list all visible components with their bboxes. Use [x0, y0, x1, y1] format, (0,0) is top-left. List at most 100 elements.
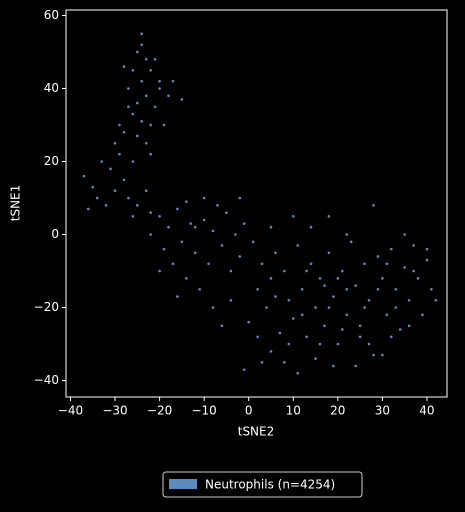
point — [336, 277, 340, 280]
legend-box — [162, 471, 363, 498]
point — [122, 65, 126, 68]
y-tick-label: −20 — [34, 300, 59, 314]
x-tick-label: 0 — [245, 404, 253, 418]
point — [153, 105, 157, 109]
point — [211, 306, 215, 309]
point — [305, 335, 308, 339]
point — [158, 79, 161, 83]
point — [127, 87, 130, 90]
point — [149, 68, 152, 72]
point — [300, 287, 304, 291]
point — [251, 240, 255, 244]
x-tick-label: 20 — [330, 404, 345, 418]
point — [403, 233, 406, 236]
point — [149, 152, 152, 156]
point — [158, 269, 161, 273]
point — [140, 32, 144, 36]
point — [376, 255, 380, 258]
point — [291, 317, 295, 320]
y-tick-label: −40 — [34, 373, 59, 387]
point — [283, 361, 286, 364]
point — [193, 225, 197, 229]
point — [345, 233, 349, 236]
point — [180, 240, 184, 244]
point — [242, 368, 246, 371]
y-tick-label: 20 — [44, 154, 59, 168]
point — [135, 204, 139, 207]
point — [109, 167, 112, 171]
point — [274, 295, 277, 298]
point — [305, 269, 308, 273]
point — [220, 244, 224, 247]
point — [430, 287, 433, 291]
point — [269, 225, 273, 229]
point — [354, 364, 357, 368]
point — [385, 262, 389, 266]
point — [140, 120, 144, 123]
point — [202, 218, 206, 222]
x-tick-label: −30 — [102, 404, 127, 418]
point — [425, 247, 429, 251]
point — [403, 266, 406, 269]
point — [144, 57, 148, 61]
point — [158, 214, 161, 218]
point — [118, 123, 121, 127]
point — [296, 244, 300, 247]
point — [349, 240, 353, 244]
point — [131, 214, 135, 218]
point — [323, 284, 326, 287]
point — [416, 277, 420, 280]
point — [131, 160, 135, 163]
point — [113, 141, 117, 145]
point — [122, 131, 126, 134]
point — [372, 204, 375, 207]
point — [207, 262, 210, 266]
point — [376, 287, 380, 291]
point — [135, 50, 139, 54]
point — [149, 211, 152, 214]
point — [327, 306, 331, 309]
point — [314, 306, 317, 309]
point — [425, 258, 429, 262]
point — [202, 196, 206, 200]
point — [274, 251, 277, 255]
point — [234, 233, 237, 236]
point — [122, 178, 126, 182]
point — [265, 306, 268, 309]
point — [332, 295, 335, 298]
x-tick-label: −40 — [58, 404, 83, 418]
point — [140, 79, 144, 83]
point — [104, 204, 108, 207]
point — [185, 277, 188, 280]
point — [176, 295, 179, 298]
point — [127, 196, 130, 200]
x-tick-label: 40 — [419, 404, 434, 418]
point — [140, 43, 144, 46]
point — [318, 342, 322, 346]
point — [283, 269, 286, 273]
point — [354, 284, 357, 287]
point — [256, 335, 259, 339]
point — [113, 189, 117, 193]
point — [367, 342, 371, 346]
point — [185, 200, 188, 203]
point — [260, 262, 264, 266]
legend-label: Neutrophils (n=4254) — [205, 478, 335, 492]
point — [211, 229, 215, 233]
point — [398, 328, 402, 331]
point — [180, 98, 184, 101]
point — [318, 277, 322, 280]
point — [171, 79, 175, 83]
point — [238, 255, 242, 258]
point — [158, 87, 161, 90]
point — [118, 152, 121, 156]
y-tick-label: 0 — [51, 227, 59, 241]
point — [309, 262, 313, 266]
point — [358, 324, 362, 328]
point — [394, 287, 398, 291]
point — [421, 313, 424, 317]
point — [407, 324, 411, 328]
point — [287, 342, 291, 346]
